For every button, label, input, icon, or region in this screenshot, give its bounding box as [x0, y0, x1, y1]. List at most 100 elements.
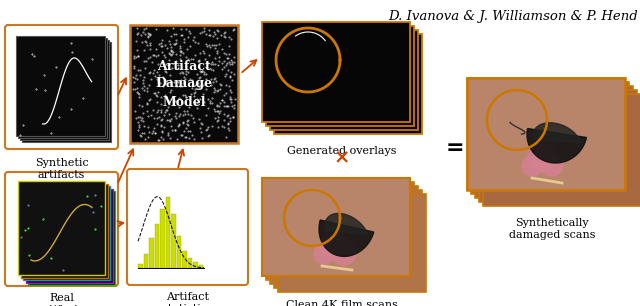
Point — [207, 101, 217, 106]
Point — [165, 73, 175, 78]
Point — [177, 32, 188, 37]
Point — [195, 69, 205, 73]
Point — [205, 62, 216, 66]
FancyBboxPatch shape — [5, 172, 118, 286]
Text: Real
artifacts: Real artifacts — [38, 293, 85, 306]
Point — [182, 119, 193, 124]
Point — [145, 47, 155, 51]
Point — [228, 59, 239, 64]
Point — [131, 39, 141, 43]
Point — [208, 67, 218, 72]
Point — [226, 97, 236, 102]
Point — [204, 27, 214, 32]
Point — [226, 100, 236, 105]
Point — [184, 105, 194, 110]
Circle shape — [522, 156, 542, 176]
Point — [133, 90, 143, 95]
Bar — [274, 190, 422, 288]
Point — [222, 104, 232, 109]
Point — [138, 78, 148, 83]
Point — [211, 116, 221, 121]
Point — [175, 84, 185, 88]
Point — [164, 51, 175, 56]
Point — [216, 83, 226, 88]
Point — [141, 86, 152, 91]
Point — [201, 76, 211, 81]
Point — [156, 60, 166, 65]
Point — [139, 48, 149, 53]
Point — [223, 121, 233, 126]
Point — [193, 58, 204, 63]
Point — [171, 32, 181, 37]
Point — [129, 79, 139, 84]
Point — [161, 69, 172, 74]
Point — [156, 95, 166, 99]
Point — [152, 61, 163, 66]
Point — [158, 74, 168, 79]
Polygon shape — [527, 129, 586, 163]
Point — [138, 123, 148, 128]
Circle shape — [320, 232, 348, 260]
Circle shape — [528, 144, 556, 172]
Point — [166, 96, 176, 101]
Point — [174, 122, 184, 127]
Point — [135, 73, 145, 77]
Point — [190, 90, 200, 95]
Point — [221, 91, 231, 96]
Point — [213, 111, 223, 116]
Point — [164, 77, 175, 82]
Point — [202, 44, 212, 49]
Point — [209, 76, 220, 81]
Point — [229, 54, 239, 59]
Point — [143, 33, 153, 38]
Point — [175, 49, 185, 54]
Point — [140, 39, 150, 43]
Bar — [182, 251, 187, 268]
Point — [219, 92, 229, 97]
Point — [212, 104, 222, 109]
Point — [179, 92, 189, 97]
Point — [223, 121, 233, 126]
Point — [209, 76, 220, 81]
Point — [187, 77, 197, 82]
Bar — [266, 26, 414, 126]
Point — [145, 130, 155, 135]
Point — [212, 125, 223, 130]
Point — [220, 33, 230, 38]
Point — [152, 94, 162, 99]
Point — [164, 99, 174, 104]
Point — [193, 80, 203, 85]
Point — [156, 101, 166, 106]
Point — [176, 49, 186, 54]
Point — [150, 54, 161, 59]
Point — [203, 96, 213, 101]
Point — [205, 82, 216, 87]
Point — [181, 95, 191, 100]
Point — [145, 96, 156, 101]
Text: ×: × — [334, 148, 350, 167]
Point — [141, 26, 151, 31]
Point — [141, 101, 152, 106]
Point — [140, 136, 150, 141]
Point — [196, 136, 207, 141]
Bar — [467, 78, 625, 190]
Point — [223, 126, 234, 131]
Point — [162, 46, 172, 51]
Bar — [20, 184, 108, 278]
Point — [163, 63, 173, 68]
Point — [171, 41, 181, 46]
Point — [177, 81, 188, 86]
Point — [219, 125, 229, 130]
Point — [145, 40, 155, 45]
Point — [189, 102, 200, 107]
Point — [195, 125, 205, 130]
Point — [189, 35, 199, 39]
Point — [160, 43, 170, 47]
Point — [159, 68, 170, 73]
Bar — [262, 178, 410, 276]
Point — [220, 34, 230, 39]
Point — [141, 39, 152, 44]
Point — [136, 134, 146, 139]
Point — [131, 72, 141, 77]
Point — [189, 83, 200, 88]
